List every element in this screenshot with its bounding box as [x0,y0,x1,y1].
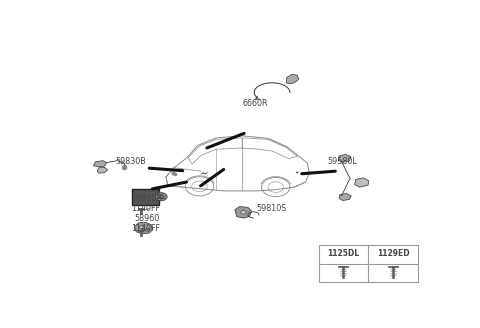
Text: 1140FF: 1140FF [132,224,160,233]
Text: 59580L: 59580L [327,157,357,166]
Circle shape [155,193,167,201]
Circle shape [145,229,149,232]
FancyBboxPatch shape [132,189,159,205]
Polygon shape [134,222,153,234]
Polygon shape [94,161,107,167]
Text: 58960: 58960 [134,214,160,223]
Polygon shape [97,167,108,173]
Polygon shape [286,74,299,84]
Polygon shape [339,194,351,200]
Text: 6660R: 6660R [242,98,268,108]
Polygon shape [338,154,351,162]
Polygon shape [235,207,252,218]
Circle shape [241,211,246,214]
Bar [319,245,418,282]
Text: 1140FF: 1140FF [132,204,160,213]
Circle shape [140,226,144,229]
Text: 1125DL: 1125DL [327,249,360,258]
Text: 59810S: 59810S [256,204,287,213]
Text: 59830B: 59830B [115,157,146,166]
Text: 1129ED: 1129ED [377,249,409,258]
Text: 59910B: 59910B [132,194,162,203]
Circle shape [158,195,164,199]
Polygon shape [355,178,369,187]
